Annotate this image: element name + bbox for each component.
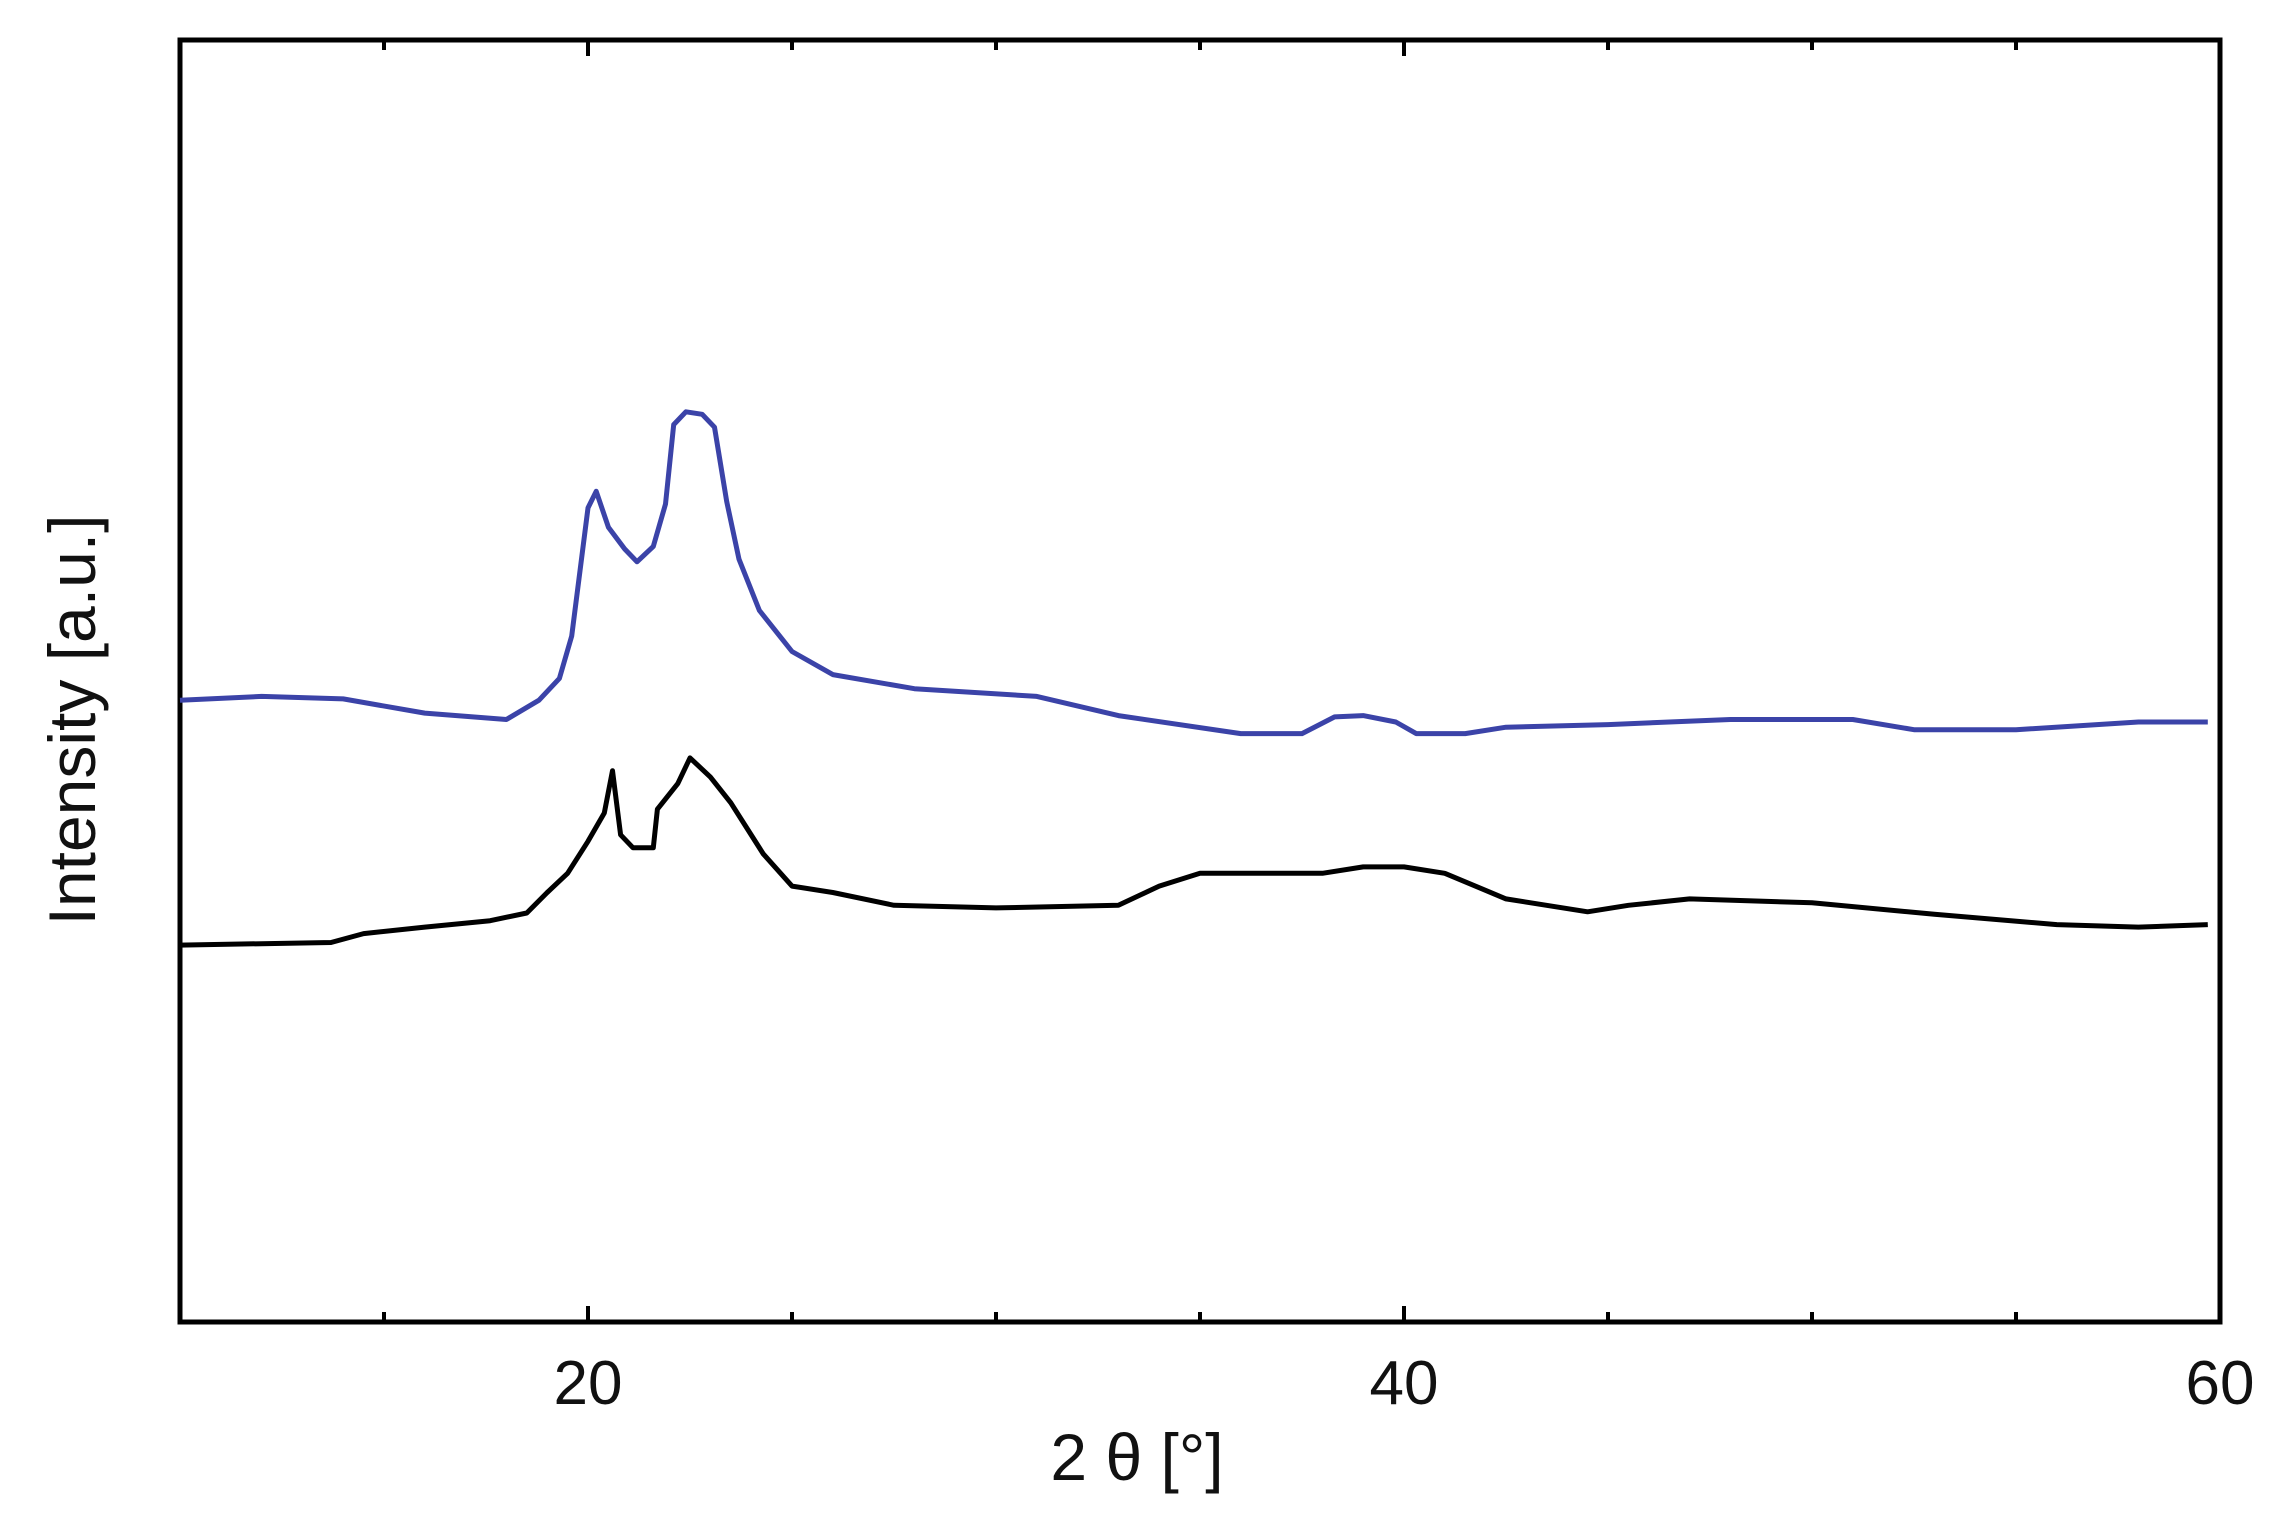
- series-line-1: [179, 409, 2208, 737]
- series-lines: [179, 409, 2208, 948]
- tick-marks: [178, 40, 2222, 1322]
- series-line-2: [179, 755, 2208, 948]
- x-tick-label: 60: [2186, 1349, 2255, 1418]
- y-axis-title: Intensity [a.u.]: [35, 515, 109, 926]
- plot-frame: [177, 37, 2223, 1325]
- x-tick-label: 20: [554, 1349, 623, 1418]
- x-axis-title: 2 θ [°]: [1050, 1420, 1223, 1494]
- x-tick-labels: 20 40 60: [554, 1349, 2255, 1418]
- x-tick-label: 40: [1370, 1349, 1439, 1418]
